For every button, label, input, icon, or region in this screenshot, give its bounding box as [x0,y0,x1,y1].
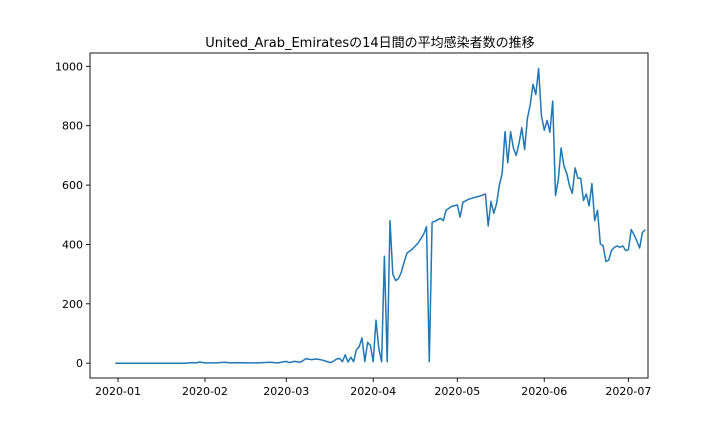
y-tick-label: 0 [76,357,83,370]
x-tick-label: 2020-07 [605,385,651,398]
x-tick-label: 2020-02 [182,385,228,398]
x-tick-label: 2020-06 [521,385,567,398]
x-tick-label: 2020-05 [434,385,480,398]
y-tick-label: 200 [62,298,83,311]
plot-area [115,67,646,364]
y-tick-label: 600 [62,179,83,192]
axes: 2020-01 2020-02 2020-03 2020-04 2020-05 2020-… [55,52,651,398]
y-tick-label: 1000 [55,60,83,73]
y-tick-label: 400 [62,238,83,251]
x-tick-label: 2020-04 [350,385,396,398]
x-tick-label: 2020-03 [263,385,309,398]
axes-frame [89,52,649,379]
x-tick-label: 2020-01 [95,385,141,398]
series-line [115,67,646,364]
y-tick-label: 800 [62,120,83,133]
chart-title: United_Arab_Emiratesの14日間の平均感染者数の推移 [205,35,534,51]
